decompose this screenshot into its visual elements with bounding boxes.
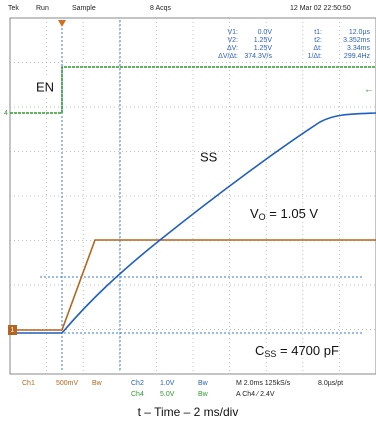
readout-value: 299.4Hz [344,53,371,60]
status-bar: Ch1 500mV Bw Ch2 1.0V Bw M 2.0ms 125kS/s… [22,380,343,398]
ch1-name: Ch1 [22,380,35,387]
cursors [40,20,364,372]
ss-waveform [10,112,376,334]
trigger-position-marker [58,20,66,27]
vo-waveform [10,239,376,331]
readout-label: V2: [227,37,238,44]
resolution: 8.0µs/pt [318,380,343,387]
readout-label: ΔV: [227,45,238,52]
ch1-bw: Bw [92,380,103,387]
ch1-scale: 500mV [56,380,79,387]
css-symbol: C [255,343,264,358]
ch1-marker: 1 [11,327,15,334]
vo-symbol: V [250,206,259,221]
cursor-readout: V1: 0.0V t1: 12.0µs V2: 1.25V t2: 3.352m… [218,29,370,60]
ch2-name: Ch2 [131,380,144,387]
readout-label: V1: [227,29,238,36]
readout-value: 3.352ms [343,37,370,44]
ss-label: SS [200,149,218,164]
en-label-bg [28,78,58,98]
readout-label: 1/Δt: [308,53,322,60]
acq-mode: Sample [72,5,96,12]
ch4-scale: 5.0V [160,391,175,398]
run-state: Run [36,5,49,12]
ch4-marker: 4 [4,110,8,117]
en-label: EN [36,79,54,94]
readout-label: t2: [314,37,322,44]
timebase: M 2.0ms 125kS/s [236,380,291,387]
readout-value: 1.25V [254,45,273,52]
readout-value: 1.25V [254,37,273,44]
vo-value: = 1.05 V [266,206,319,221]
acq-count: 8 Acqs [150,5,172,12]
ch4-offscreen-arrow: ← [364,85,374,96]
readout-label: ΔV/Δt: [218,53,238,60]
timestamp: 12 Mar 02 22:50:50 [290,5,351,12]
css-label: CSS = 4700 pF [255,343,339,359]
readout-value: 3.34ms [347,45,370,52]
ch4-bw: Bw [198,391,209,398]
ch2-scale: 1.0V [160,380,175,387]
ch1-marker-box [8,325,17,335]
readout-label: Δt: [313,45,322,52]
graticule [9,17,376,375]
css-value: = 4700 pF [276,343,339,358]
vo-subscript: O [259,212,266,222]
caption: t – Time – 2 ms/div [138,405,239,419]
brand: Tek [8,5,19,12]
vo-label: VO = 1.05 V [250,206,318,222]
readout-value: 0.0V [258,29,273,36]
trigger: A Ch4 ⁄ 2.4V [236,391,275,398]
en-waveform [10,66,376,114]
css-subscript: SS [264,349,276,359]
readout-value: 374.3V/s [244,53,272,60]
readout-label: t1: [314,29,322,36]
ch4-name: Ch4 [131,391,144,398]
readout-value: 12.0µs [349,29,371,36]
ch2-bw: Bw [198,380,209,387]
